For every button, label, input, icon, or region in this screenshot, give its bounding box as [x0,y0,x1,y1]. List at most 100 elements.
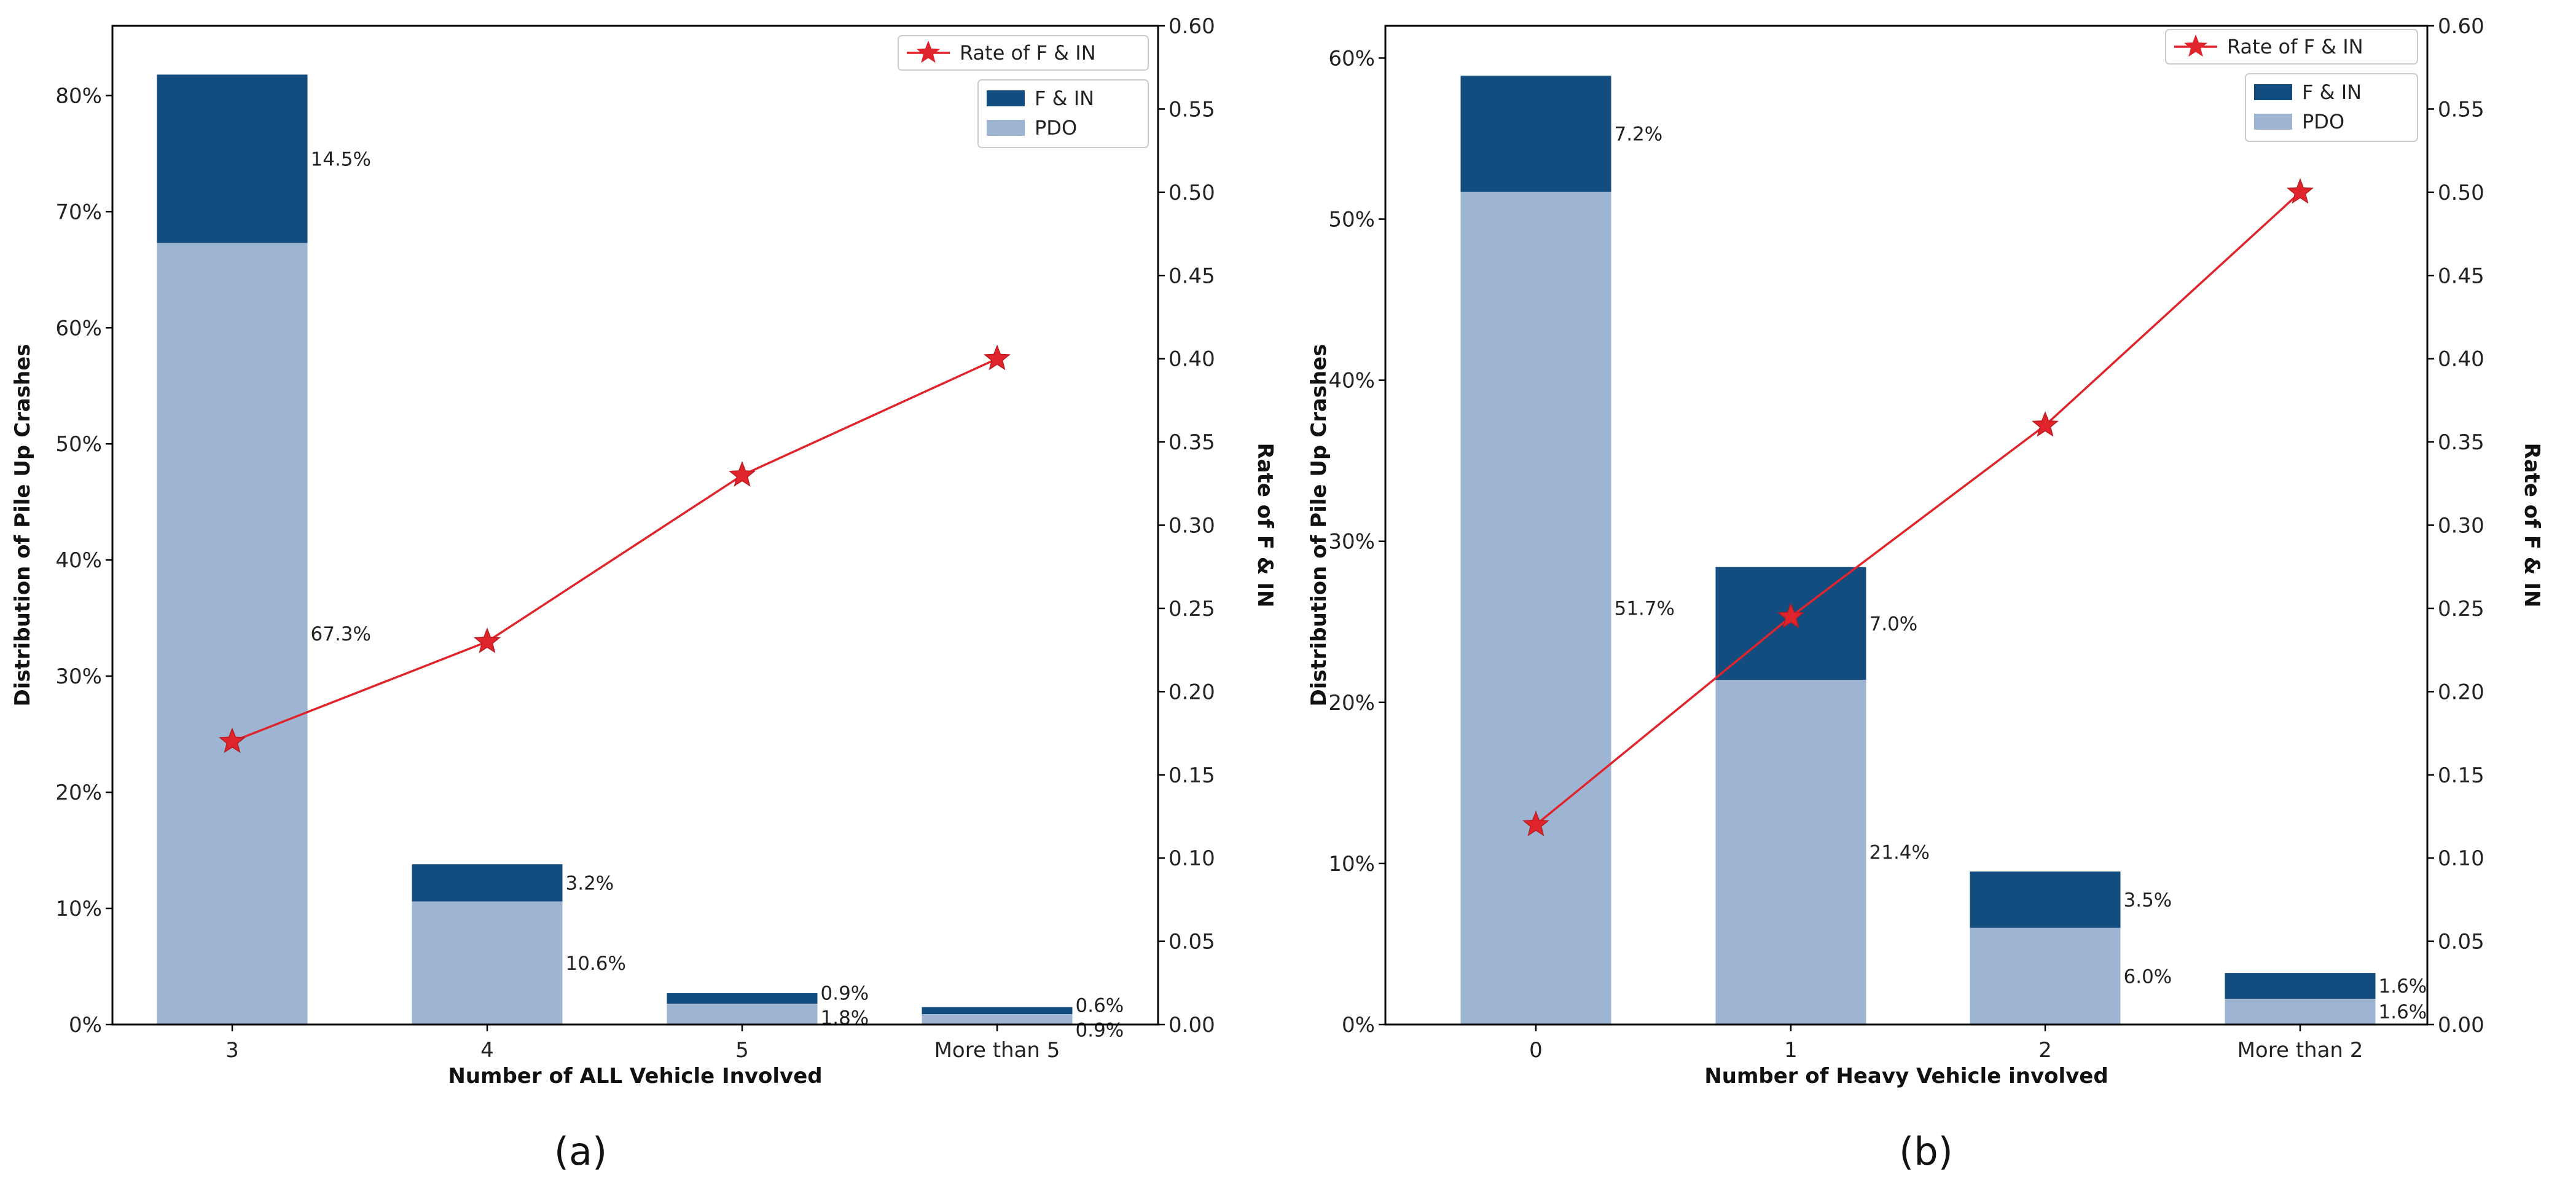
data-label-pdo-1: 10.6% [566,953,626,975]
bar-f-in-3 [922,1007,1073,1014]
x-tick-label-1: 1 [1784,1038,1798,1063]
y2-tick-label-0: 0.00 [1169,1013,1215,1037]
data-label-f-in-1: 7.0% [1869,613,1918,635]
y-tick-label-1: 10% [55,897,102,921]
y2-axis-label: Rate of F & IN [2519,443,2544,608]
y-axis-label: Distribution of Pile Up Crashes [10,344,35,707]
data-label-pdo-2: 1.8% [821,1007,869,1029]
y-tick-label-5: 50% [55,432,102,457]
rate-point-1 [474,628,501,653]
y2-tick-label-4: 0.20 [1169,680,1215,704]
x-tick-label-0: 0 [1529,1038,1543,1063]
bar-pdo-0 [1460,191,1611,1025]
panel-label: (a) [554,1129,607,1174]
data-label-pdo-3: 0.9% [1076,1019,1124,1041]
y-tick-label-2: 20% [55,781,102,805]
rate-point-3 [984,344,1011,371]
legend-line-label: Rate of F & IN [2227,35,2363,58]
chart-panel-a: 14.5%67.3%3.2%10.6%0.9%1.8%0.6%0.9%0%10%… [10,14,1277,1174]
y2-tick-label-1: 0.05 [2438,930,2484,954]
y-tick-label-6: 60% [55,316,102,340]
y2-tick-label-12: 0.60 [2438,14,2484,39]
data-label-f-in-0: 14.5% [311,148,371,170]
data-label-f-in-3: 1.6% [2379,975,2427,997]
y2-tick-label-6: 0.30 [2438,514,2484,538]
legend-line-box [898,35,1149,71]
bar-f-in-1 [412,864,563,902]
y-tick-label-4: 40% [1328,369,1375,393]
legend-swatch-pdo [987,120,1025,136]
legend-label-f-in: F & IN [1035,87,1094,110]
legend-swatch-f-in [987,90,1025,106]
y2-tick-label-3: 0.15 [2438,763,2484,788]
y2-tick-label-9: 0.45 [1169,264,1215,288]
bar-f-in-0 [1460,76,1611,192]
legend-line-box [2165,29,2418,65]
x-tick-label-1: 4 [480,1038,494,1063]
y-tick-label-1: 10% [1328,852,1375,876]
y-tick-label-0: 0% [1342,1013,1375,1037]
y2-tick-label-2: 0.10 [1169,846,1215,871]
bar-f-in-2 [667,993,818,1004]
bar-pdo-3 [2225,999,2376,1025]
y2-tick-label-8: 0.40 [1169,347,1215,372]
y2-tick-label-7: 0.35 [1169,430,1215,455]
y2-axis-label: Rate of F & IN [1253,443,1277,608]
legend-label-f-in: F & IN [2302,81,2362,104]
y-tick-label-2: 20% [1328,691,1375,715]
x-tick-label-2: 2 [2038,1038,2052,1063]
x-axis-label: Number of Heavy Vehicle involved [1704,1064,2108,1088]
bar-pdo-1 [1715,680,1866,1025]
legend-line-label: Rate of F & IN [960,41,1096,65]
bar-pdo-2 [1970,927,2121,1025]
y-tick-label-4: 40% [55,548,102,573]
y2-tick-label-12: 0.60 [1169,14,1215,39]
bar-pdo-1 [412,901,563,1025]
y2-tick-label-5: 0.25 [2438,597,2484,621]
data-label-f-in-2: 3.5% [2124,889,2172,911]
bar-pdo-2 [667,1003,818,1025]
legend-star-marker [2184,34,2207,57]
x-tick-label-2: 5 [735,1038,749,1063]
y-tick-label-6: 60% [1328,46,1375,71]
bar-pdo-0 [157,243,308,1025]
data-label-f-in-2: 0.9% [821,982,869,1004]
data-label-pdo-1: 21.4% [1869,842,1930,864]
x-axis-label: Number of ALL Vehicle Involved [448,1064,822,1088]
y2-tick-label-3: 0.15 [1169,763,1215,788]
y2-tick-label-1: 0.05 [1169,930,1215,954]
data-label-f-in-3: 0.6% [1076,994,1124,1017]
data-label-pdo-2: 6.0% [2124,966,2172,988]
rate-point-2 [729,461,756,487]
data-label-pdo-3: 1.6% [2379,1001,2427,1023]
y-tick-label-7: 70% [55,200,102,224]
data-label-f-in-1: 3.2% [566,872,614,894]
rate-line [1535,191,2301,826]
bar-f-in-2 [1970,872,2121,928]
y2-tick-label-11: 0.55 [2438,97,2484,122]
rate-point-0 [1522,810,1549,836]
panel-label: (b) [1899,1129,1953,1174]
x-tick-label-3: More than 2 [2237,1038,2363,1063]
legend-star-marker [917,41,940,63]
bar-f-in-0 [157,74,308,243]
data-label-pdo-0: 67.3% [311,623,371,645]
y2-tick-label-4: 0.20 [2438,680,2484,704]
bar-f-in-3 [2225,973,2376,999]
legend-label-pdo: PDO [2302,110,2344,133]
rate-line [232,358,998,743]
rate-point-2 [2032,411,2059,437]
y2-tick-label-6: 0.30 [1169,514,1215,538]
data-label-f-in-0: 7.2% [1615,124,1663,146]
y-tick-label-5: 50% [1328,208,1375,232]
y-axis-label: Distribution of Pile Up Crashes [1307,344,1331,707]
y-tick-label-3: 30% [55,664,102,689]
x-tick-label-0: 3 [225,1038,239,1063]
legend-swatch-pdo [2254,114,2292,130]
y-tick-label-8: 80% [55,84,102,108]
rate-point-0 [219,727,246,753]
rate-point-3 [2287,178,2314,204]
y-tick-label-0: 0% [69,1013,102,1037]
y2-tick-label-11: 0.55 [1169,97,1215,122]
